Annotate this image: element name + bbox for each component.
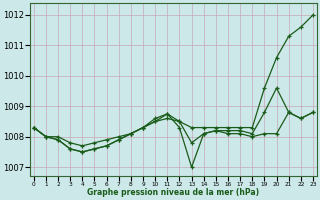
- X-axis label: Graphe pression niveau de la mer (hPa): Graphe pression niveau de la mer (hPa): [87, 188, 260, 197]
